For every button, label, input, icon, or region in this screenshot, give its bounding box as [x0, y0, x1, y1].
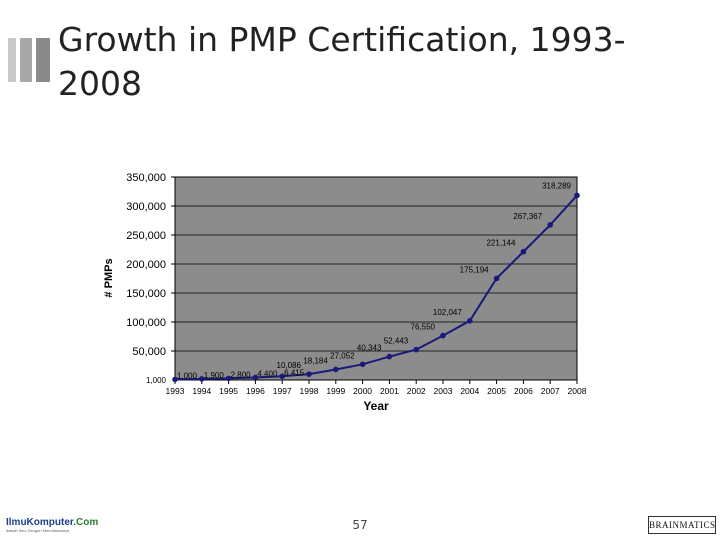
y-min-label: 1,000 — [146, 376, 167, 385]
y-tick-label: 50,000 — [132, 346, 166, 358]
data-point — [225, 375, 232, 382]
x-tick-label: 1993 — [166, 386, 185, 396]
page-number: 57 — [352, 518, 368, 532]
logo-left-tagline: Ikatlah Ilmu Dengan Menuliskannya — [6, 528, 70, 533]
data-point — [199, 376, 205, 382]
x-tick-label: 1998 — [300, 386, 319, 396]
decoration-bar — [8, 38, 16, 82]
x-tick-label: 2008 — [568, 386, 587, 396]
title-decoration — [8, 38, 50, 82]
data-point — [574, 192, 580, 199]
data-label: 10,086 — [277, 361, 302, 370]
x-tick-label: 2002 — [407, 386, 426, 396]
data-label: 1,000 — [177, 371, 198, 380]
y-tick-label: 350,000 — [126, 172, 166, 184]
data-point — [467, 318, 473, 324]
data-label: 318,289 — [542, 181, 571, 190]
data-label: 267,367 — [513, 212, 542, 221]
y-tick-label: 300,000 — [126, 201, 166, 213]
slide-title: Growth in PMP Certification, 1993-2008 — [58, 20, 626, 103]
x-tick-label: 2004 — [460, 386, 479, 396]
y-axis-title: # PMPs — [103, 258, 115, 297]
data-point — [440, 332, 446, 339]
data-label: 221,144 — [486, 239, 515, 248]
y-tick-label: 100,000 — [126, 317, 166, 329]
data-point — [306, 371, 312, 377]
y-tick-label: 150,000 — [126, 288, 166, 300]
logo-left-main: IlmuKomputer — [6, 517, 74, 528]
x-tick-label: 1995 — [219, 386, 238, 396]
data-label: 2,800 — [231, 370, 252, 379]
x-tick-label: 2003 — [434, 386, 453, 396]
data-label: 40,343 — [357, 344, 382, 353]
series-line — [174, 194, 578, 381]
data-label: 1,900 — [204, 371, 225, 380]
x-tick-label: 1999 — [326, 386, 345, 396]
x-tick-label: 2000 — [353, 386, 372, 396]
x-tick-label: 2005 — [487, 386, 506, 396]
y-tick-label: 250,000 — [126, 230, 166, 242]
data-point — [359, 361, 366, 368]
decoration-bar — [36, 38, 50, 82]
data-label: 52,443 — [384, 337, 409, 346]
data-point — [386, 353, 393, 360]
data-label: 18,184 — [303, 356, 328, 365]
x-axis-title: Year — [363, 399, 389, 413]
data-point — [252, 374, 259, 381]
data-point — [333, 366, 339, 373]
data-label: 102,047 — [433, 308, 462, 317]
data-point — [547, 222, 553, 228]
x-tick-label: 2007 — [541, 386, 560, 396]
data-label: 76,550 — [411, 323, 436, 332]
data-point — [172, 376, 178, 383]
data-label: 27,052 — [330, 351, 355, 360]
x-tick-label: 1994 — [192, 386, 211, 396]
y-tick-label: 200,000 — [126, 259, 166, 271]
x-tick-label: 2001 — [380, 386, 399, 396]
logo-left-suffix: .Com — [73, 517, 99, 528]
data-point — [413, 346, 420, 353]
data-label: 175,194 — [460, 265, 489, 274]
x-tick-label: 1996 — [246, 386, 265, 396]
plot-area — [174, 176, 578, 381]
data-point — [493, 275, 500, 282]
data-label: 4,400 — [257, 369, 278, 378]
data-label: 6,415 — [284, 368, 305, 377]
ilmukomputer-logo: IlmuKomputer.Com Ikatlah Ilmu Dengan Men… — [6, 517, 98, 536]
x-tick-label: 2006 — [514, 386, 533, 396]
data-point — [279, 373, 286, 380]
x-tick-label: 1997 — [273, 386, 292, 396]
brainmatics-logo: BRAINMATICS — [648, 516, 716, 534]
decoration-bar — [20, 38, 32, 82]
data-point — [520, 248, 527, 255]
